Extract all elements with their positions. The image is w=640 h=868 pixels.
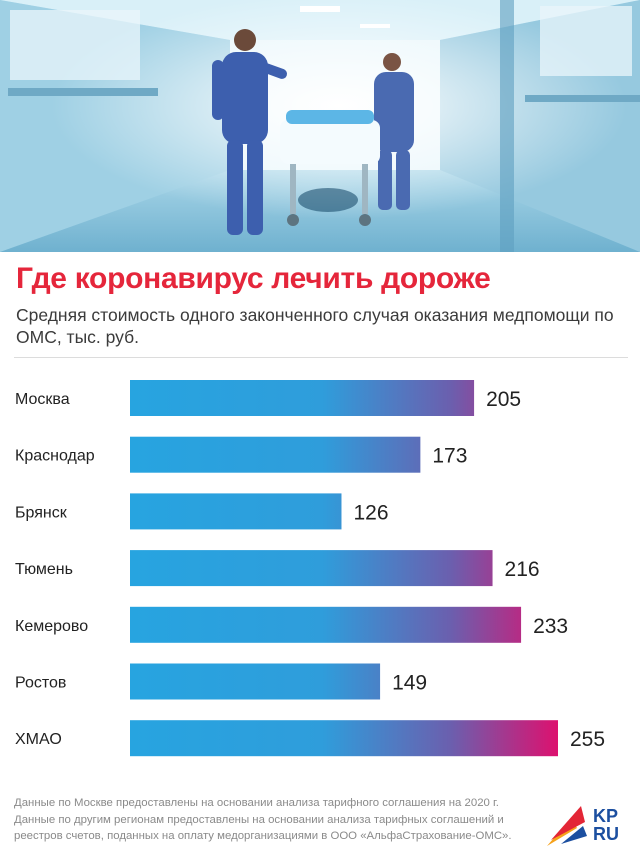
- footnote-line-1: Данные по Москве предоставлены на основа…: [14, 797, 499, 809]
- chart-subtitle: Средняя стоимость одного законченного сл…: [16, 305, 614, 347]
- category-label: Краснодар: [15, 448, 95, 465]
- value-label: 205: [486, 388, 521, 411]
- bar: [130, 493, 342, 530]
- footnote: Данные по Москве предоставлены на основа…: [14, 795, 534, 845]
- logo-text-ru: RU: [593, 824, 619, 844]
- bar: [130, 663, 381, 700]
- nurse-left: [212, 29, 288, 235]
- category-label: Ростов: [15, 675, 66, 692]
- logo-text-kp: KP: [593, 806, 618, 826]
- value-label: 126: [353, 501, 388, 524]
- value-label: 216: [505, 558, 540, 581]
- value-label: 149: [392, 672, 427, 695]
- bars-group: Москва 205 Краснодар 173 Брянск 126 Тюмень 216 К…: [15, 380, 605, 757]
- hospital-corridor-illustration: [0, 0, 640, 252]
- logo-wing-red: [551, 806, 585, 840]
- category-label: Кемерово: [15, 618, 88, 635]
- bar: [130, 550, 493, 587]
- bar: [130, 380, 475, 416]
- category-label: Москва: [15, 391, 70, 408]
- category-label: ХМАО: [15, 731, 62, 748]
- chart-title: Где коронавирус лечить дороже: [16, 262, 491, 295]
- hero-photo: [0, 0, 640, 252]
- hospital-bed: [280, 110, 380, 226]
- category-label: Брянск: [15, 504, 68, 521]
- nurse-right: [374, 53, 414, 210]
- value-label: 173: [432, 445, 467, 468]
- category-label: Тюмень: [15, 561, 73, 578]
- value-label: 255: [570, 728, 605, 751]
- bar: [130, 606, 522, 643]
- logo-wing-blue: [561, 826, 587, 844]
- value-label: 233: [533, 615, 568, 638]
- divider: [14, 357, 628, 358]
- bar: [130, 436, 421, 473]
- bar: [130, 720, 558, 757]
- bar-chart: Москва 205 Краснодар 173 Брянск 126 Тюмень 216 К…: [15, 380, 605, 757]
- footnote-line-2: Данные по другим регионам предоставлены …: [14, 813, 512, 843]
- kp-ru-logo: KP RU: [547, 806, 619, 846]
